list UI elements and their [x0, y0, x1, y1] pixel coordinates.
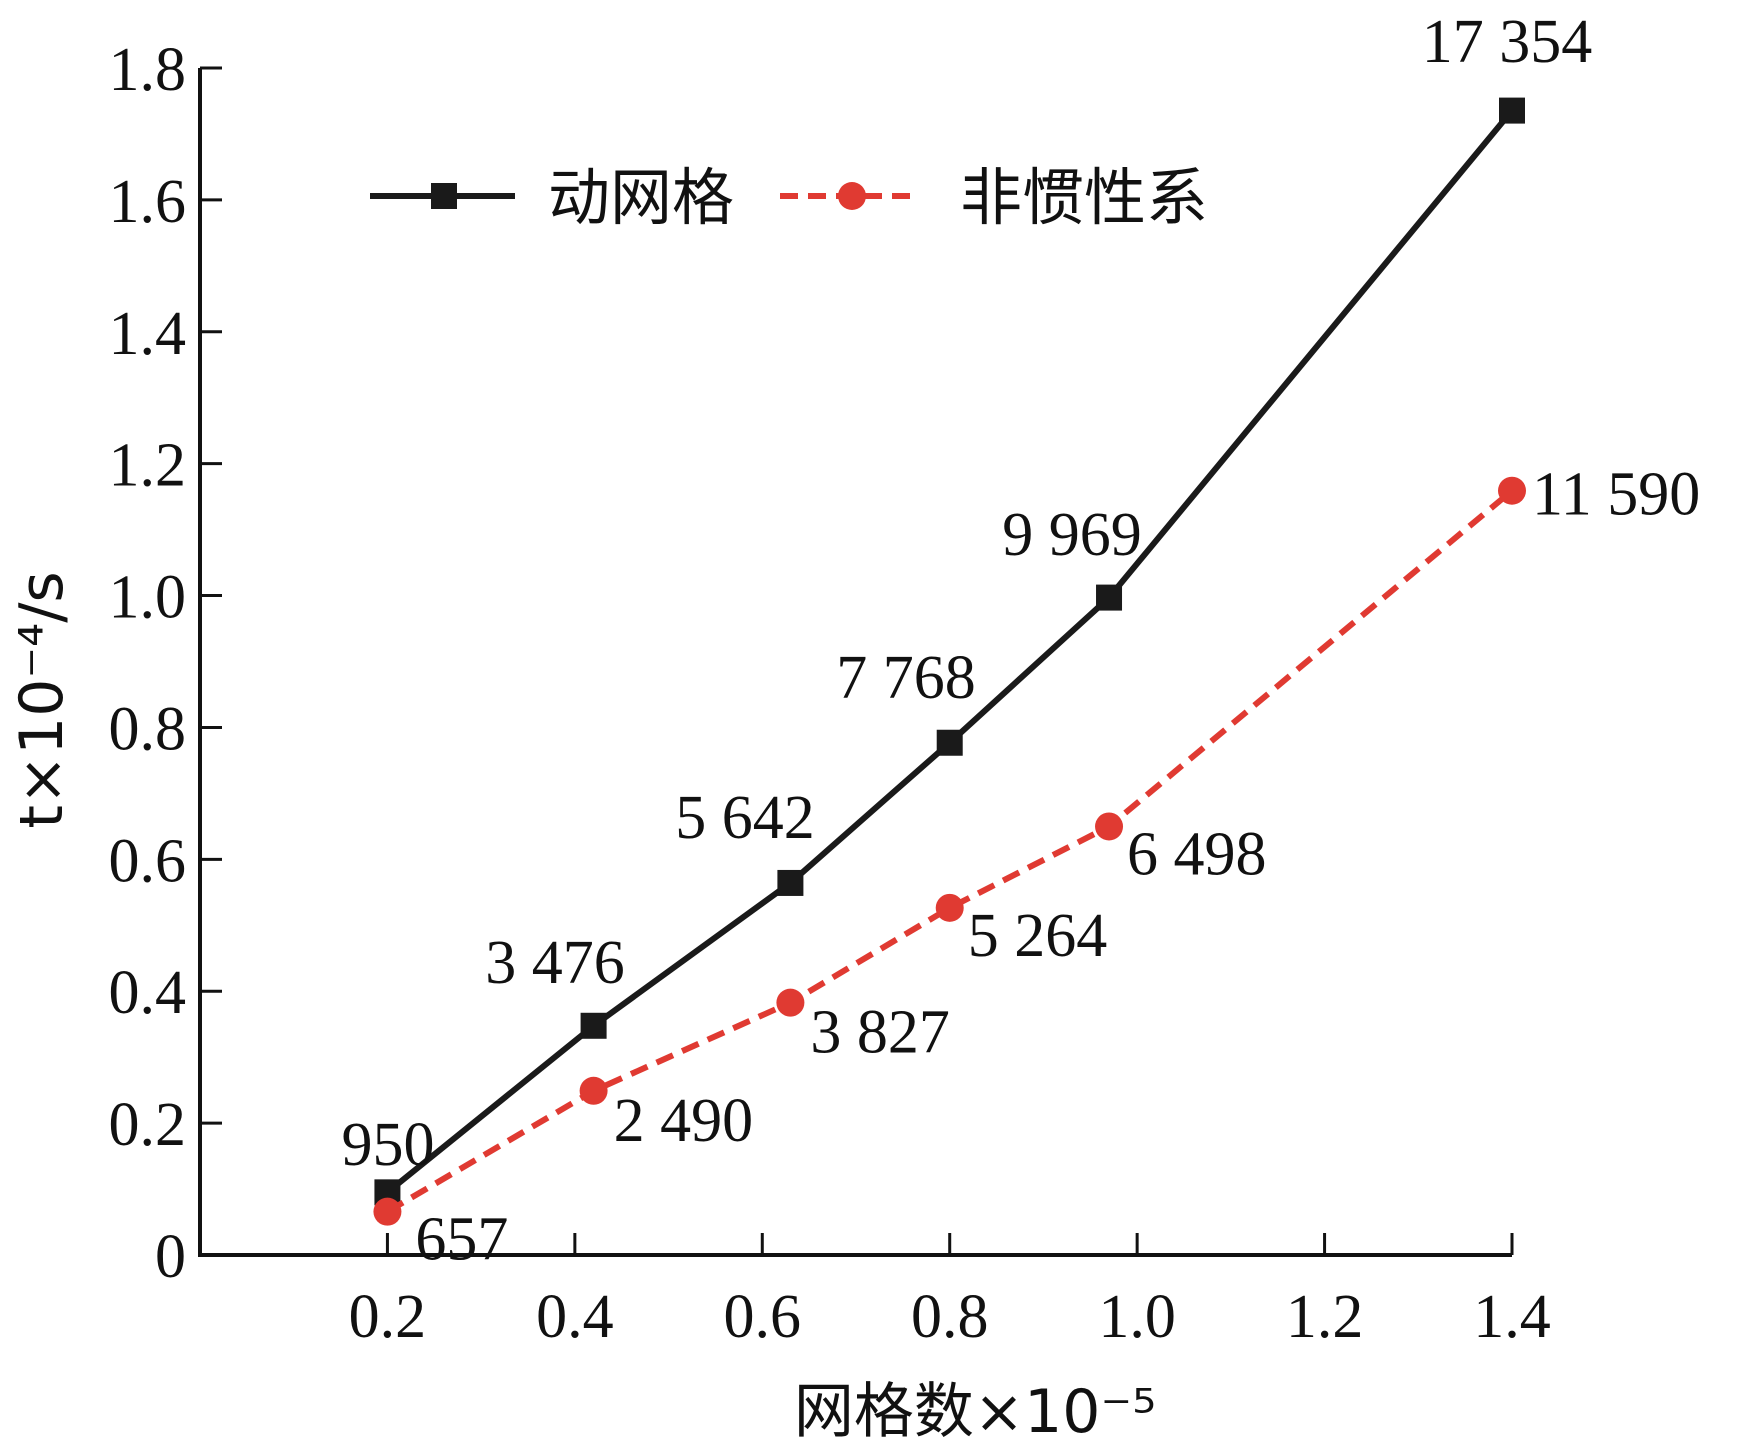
data-labels: 950 3 476 5 642 7 768 9 969 17 354 657 2 490 3 8…	[342, 8, 1701, 1274]
data-point-square	[777, 869, 804, 896]
data-label: 3 476	[485, 929, 625, 997]
x-tick-label: 1.0	[1098, 1283, 1176, 1351]
y-tick-label: 1.2	[109, 432, 187, 500]
y-tick-label: 1.6	[109, 168, 187, 236]
legend-label-moving-mesh: 动网格	[548, 161, 734, 234]
data-label: 11 590	[1532, 461, 1700, 529]
legend-label-noninertial: 非惯性系	[960, 161, 1208, 234]
series-layer	[373, 97, 1526, 1226]
data-label: 657	[415, 1206, 508, 1274]
data-label: 3 827	[810, 999, 950, 1067]
legend-marker-circle	[838, 182, 866, 210]
data-label: 6 498	[1127, 820, 1267, 888]
y-tick-label: 0.6	[109, 827, 187, 895]
data-point-circle	[1498, 476, 1526, 505]
data-point-circle	[935, 893, 964, 922]
y-tick-label: 0.2	[109, 1091, 187, 1159]
data-label: 5 642	[675, 784, 815, 852]
data-label: 17 354	[1422, 8, 1593, 76]
y-axis-ticks: 0 0.2 0.4 0.6 0.8 1.0 1.2 1.4 1.6 1.8	[109, 36, 222, 1291]
data-point-square	[580, 1012, 607, 1039]
y-tick-label: 1.4	[109, 300, 187, 368]
x-tick-label: 1.4	[1473, 1283, 1551, 1351]
legend: 动网格 非惯性系	[370, 161, 1208, 234]
x-axis-title: 网格数×10⁻⁵	[794, 1377, 1156, 1447]
legend-marker-square	[431, 183, 457, 209]
y-tick-label: 0	[155, 1223, 186, 1291]
y-tick-label: 1.8	[109, 36, 187, 104]
data-point-circle	[1095, 812, 1124, 841]
y-axis-title: t×10⁻⁴/s	[7, 571, 77, 828]
x-tick-label: 0.8	[911, 1283, 989, 1351]
data-label: 2 490	[614, 1087, 754, 1155]
data-label: 9 969	[1002, 501, 1142, 569]
data-point-square	[1499, 97, 1525, 124]
data-point-circle	[579, 1076, 608, 1105]
data-point-circle	[776, 988, 805, 1017]
x-tick-label: 0.6	[724, 1283, 802, 1351]
axes	[198, 68, 1512, 1257]
y-tick-label: 1.0	[109, 564, 187, 632]
x-tick-label: 0.2	[349, 1283, 427, 1351]
data-point-square	[936, 729, 963, 756]
x-tick-label: 0.4	[536, 1283, 614, 1351]
y-tick-label: 0.4	[109, 959, 187, 1027]
data-point-square	[1096, 584, 1123, 611]
data-label: 5 264	[968, 902, 1108, 970]
data-label: 950	[342, 1111, 435, 1179]
data-label: 7 768	[836, 644, 976, 712]
data-point-circle	[373, 1197, 402, 1226]
x-axis-ticks: 0.2 0.4 0.6 0.8 1.0 1.2 1.4	[349, 1233, 1551, 1351]
series-line-1	[385, 488, 1514, 1215]
x-tick-label: 1.2	[1286, 1283, 1364, 1351]
y-tick-label: 0.8	[109, 695, 187, 763]
series-line-0	[385, 108, 1515, 1195]
